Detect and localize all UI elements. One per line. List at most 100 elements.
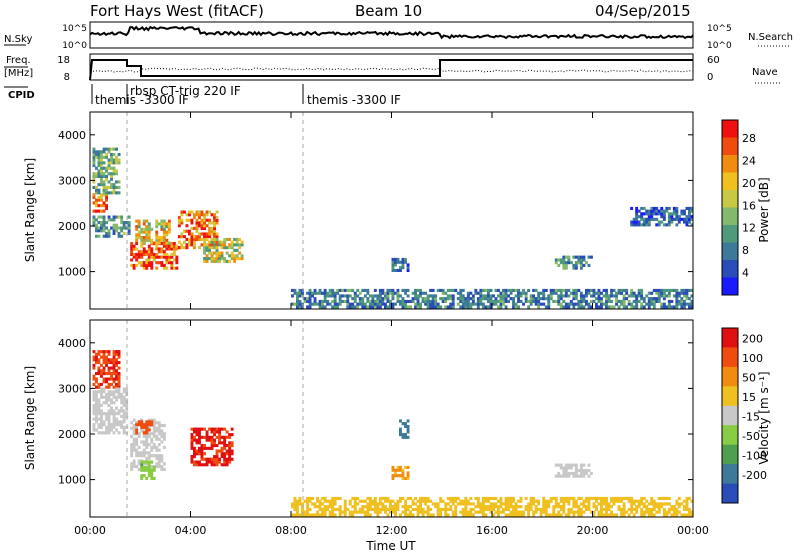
velocity-cell [549,499,553,503]
velocity-cell [210,444,214,448]
power-cell [456,291,460,295]
power-cell [637,291,641,295]
power-cell [431,305,435,309]
power-cell [102,223,106,227]
power-cell [155,233,159,237]
velocity-cell [318,507,322,511]
velocity-cell [507,513,510,517]
power-cell [642,297,646,301]
velocity-cell [205,435,209,439]
velocity-cell [688,496,691,500]
power-cell [677,215,681,219]
velocity-cell [509,496,513,500]
power-cell [386,297,390,301]
power-ytick-label: 1000 [58,266,86,279]
power-cell [667,288,671,292]
velocity-cell [155,434,159,438]
velocity-cell [198,463,201,467]
power-cell [147,233,151,237]
power-cell [378,291,382,295]
velocity-cell [544,502,548,506]
velocity-cell [316,513,319,517]
velocity-cell [615,496,618,500]
power-cell [110,183,113,187]
power-cell [105,231,108,235]
power-cell [95,198,98,202]
velocity-cell [117,393,121,397]
power-cell [376,294,380,298]
velocity-ytick-label: 2000 [58,428,86,441]
velocity-cell [155,462,159,466]
velocity-cell [652,507,656,511]
power-cell [444,291,448,295]
velocity-cell [97,431,101,435]
velocity-cell [107,425,111,429]
velocity-cell [396,474,400,478]
velocity-cell [384,510,387,514]
power-cell [414,288,417,292]
velocity-cell [549,496,553,500]
power-cell [308,288,312,292]
power-cell [414,302,417,306]
power-cell [160,227,164,231]
velocity-cell [208,457,211,461]
velocity-cell [607,502,611,506]
velocity-cell [190,427,194,431]
power-cell [155,230,159,234]
power-cell [203,240,206,244]
velocity-cell [353,510,357,514]
power-cell [559,291,563,295]
velocity-cell [132,426,136,430]
power-cell [461,305,465,309]
power-cell [650,297,654,301]
velocity-cell [502,502,505,506]
power-cell [107,234,111,238]
velocity-cell [100,390,103,394]
power-cell [208,246,211,250]
velocity-cell [404,465,407,469]
velocity-cell [102,401,106,405]
power-cell [188,213,191,217]
power-cell [102,218,106,222]
velocity-cell [504,496,508,500]
velocity-cell [436,507,440,511]
power-cell [539,291,543,295]
power-cell [215,246,219,250]
velocity-cell [444,502,448,506]
power-cell [471,294,475,298]
power-cell [680,212,684,216]
power-cell [421,291,425,295]
power-cell [150,252,154,256]
velocity-cell [406,427,410,431]
power-cell [145,258,149,262]
power-cell [238,243,242,247]
power-cell [225,259,229,263]
power-cell [165,238,169,242]
velocity-cell [105,414,108,418]
velocity-cell [481,513,485,517]
velocity-cell [617,507,621,511]
velocity-cell [660,505,664,509]
velocity-cell [145,425,149,429]
velocity-cell [507,499,510,503]
velocity-cell [223,446,227,450]
power-cell [660,288,664,292]
velocity-cell [308,499,312,503]
velocity-cell [296,505,299,509]
power-cell [439,305,443,309]
beam-title: Beam 10 [355,2,422,20]
power-cell [557,297,561,301]
power-cell [574,266,578,270]
power-cell [145,250,149,254]
power-cell [193,235,196,239]
velocity-cell [213,460,216,464]
power-cell [579,291,583,295]
power-cell [559,305,563,309]
power-cell [564,266,568,270]
velocity-cell [160,434,164,438]
power-cell [157,247,161,251]
velocity-cell [145,423,149,427]
velocity-cell [627,513,631,517]
power-cell [642,223,646,227]
